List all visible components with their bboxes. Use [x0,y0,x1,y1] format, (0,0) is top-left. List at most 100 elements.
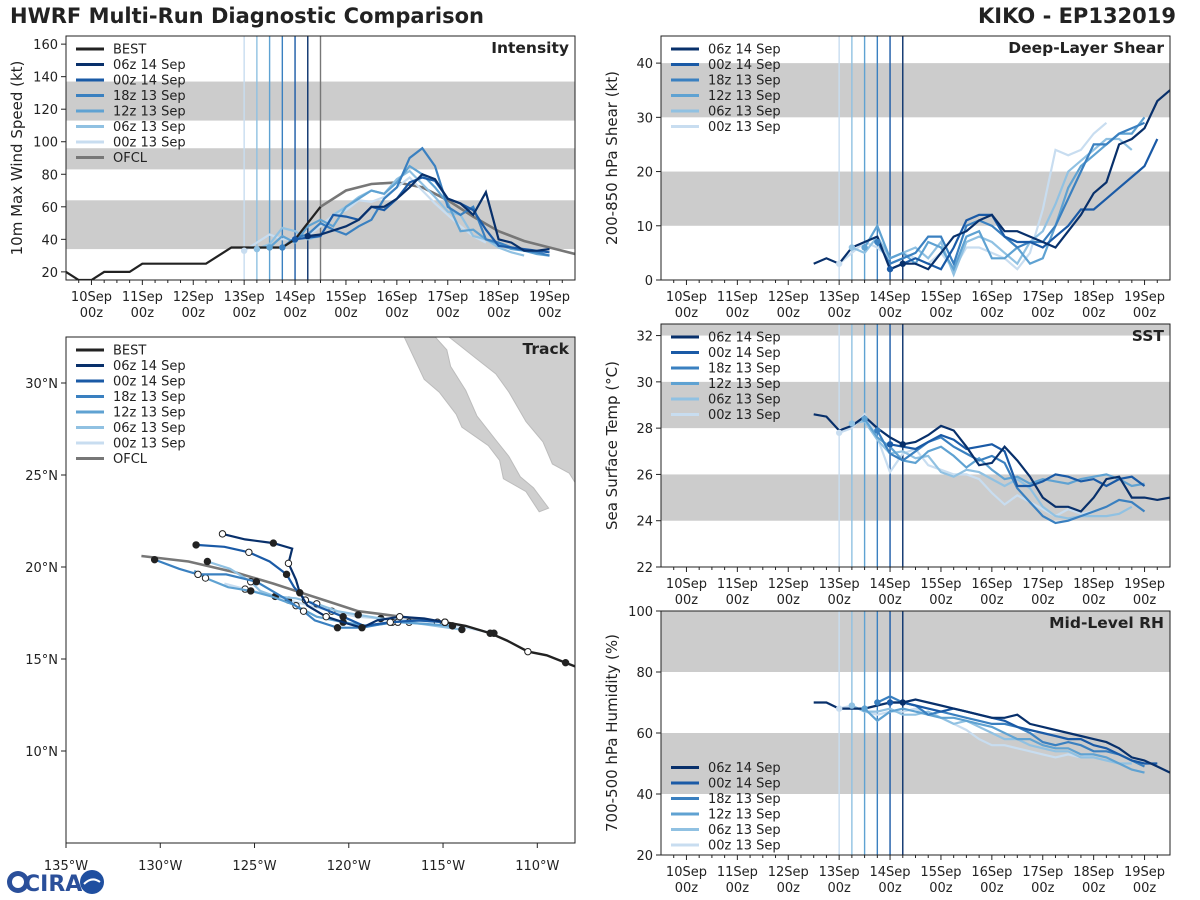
init-marker [240,247,248,254]
series-line [851,704,1132,765]
x-tick-label: 17Sep [1022,577,1063,592]
legend-label: OFCL [113,151,148,166]
best-track-point [441,618,449,626]
init-marker [899,699,906,706]
x-tick-label: 14Sep [870,865,911,880]
x-tick-label: 00z [726,306,750,321]
model-track [222,532,446,629]
track-point [245,548,253,556]
logo-satellite-icon [80,870,104,894]
lat-tick-label: 10°N [25,745,58,760]
track-point [284,559,293,568]
panel-title: Deep-Layer Shear [1008,39,1164,57]
x-tick-label: 00z [538,306,562,321]
x-tick-label: 00z [777,306,801,321]
series-line [902,424,1170,513]
x-tick-label: 19Sep [529,290,570,305]
x-tick-label: 16Sep [971,865,1012,880]
series-line [889,138,1159,271]
init-marker [266,244,273,251]
legend-label: 00z 14 Sep [113,74,186,89]
panel-title: SST [1132,327,1165,345]
legend-label: 18z 13 Sep [113,390,186,405]
y-tick-label: 0 [645,274,653,289]
init-marker [279,244,286,251]
x-tick-label: 00z [777,881,801,896]
x-tick-label: 14Sep [275,290,316,305]
init-marker [874,699,881,706]
y-tick-label: 20 [636,166,653,181]
x-tick-label: 00z [80,306,104,321]
series-line [838,704,1094,759]
threshold-band [661,171,1170,226]
lat-tick-label: 25°N [25,469,58,484]
x-tick-label: 00z [827,306,851,321]
x-tick-label: 11Sep [717,577,758,592]
plot-area [661,36,1170,280]
init-marker [848,420,856,427]
x-tick-label: 12Sep [768,290,809,305]
y-tick-label: 28 [636,422,653,437]
x-tick-label: 11Sep [717,865,758,880]
x-tick-label: 13Sep [819,865,860,880]
x-tick-label: 17Sep [1022,290,1063,305]
series-line [876,121,1145,267]
track-point [333,624,342,632]
init-marker [835,429,843,436]
x-tick-label: 00z [1133,593,1157,608]
lon-tick-label: 135°W [44,859,88,874]
x-tick-label: 00z [980,306,1004,321]
x-tick-label: 12Sep [768,865,809,880]
x-tick-label: 11Sep [122,290,163,305]
x-tick-label: 15Sep [920,865,961,880]
track-point [358,624,366,632]
init-marker [886,699,894,706]
track-point [269,539,278,547]
sst-panel: 22242628303210Sep00z11Sep00z12Sep00z13Se… [603,323,1171,608]
legend-label: 06z 14 Sep [708,761,781,776]
series-line [902,698,1170,774]
x-tick-label: 14Sep [870,577,911,592]
init-marker [304,232,311,240]
land-baja [403,337,550,513]
x-tick-label: 00z [675,593,699,608]
y-tick-label: 40 [636,57,653,72]
legend-label: 06z 14 Sep [708,43,781,58]
y-tick-label: 160 [33,38,58,53]
x-tick-label: 10Sep [666,290,707,305]
x-tick-label: 13Sep [819,577,860,592]
init-marker [861,705,868,712]
legend-label: 00z 13 Sep [708,408,781,423]
legend-label: 06z 13 Sep [113,120,186,135]
legend-label: 00z 14 Sep [708,777,781,792]
track-point [150,555,159,564]
threshold-band [661,324,1170,336]
legend-label: OFCL [113,452,148,467]
init-marker [835,260,843,267]
x-tick-label: 00z [232,306,256,321]
x-tick-label: 00z [827,881,851,896]
x-tick-label: 10Sep [666,865,707,880]
threshold-band [661,611,1170,672]
best-line [66,206,322,280]
track-point [203,557,212,566]
x-tick-label: 00z [385,306,409,321]
legend-label: 06z 13 Sep [708,105,781,120]
x-tick-label: 10Sep [666,577,707,592]
track-point [386,618,394,626]
x-tick-label: 17Sep [1022,865,1063,880]
legend-label: 06z 14 Sep [708,331,781,346]
track-point [194,570,202,579]
track-point [339,612,347,621]
legend-label: 00z 14 Sep [113,375,186,390]
y-tick-label: 32 [636,330,653,345]
series-line [890,701,1158,765]
storm-id: KIKO - EP132019 [977,4,1176,28]
y-tick-label: 26 [636,468,653,483]
plot-area [66,36,575,280]
x-tick-label: 15Sep [920,577,961,592]
legend-label: 18z 13 Sep [708,792,781,807]
track-point [252,578,261,586]
x-tick-label: 00z [929,881,953,896]
map-area [141,337,575,668]
